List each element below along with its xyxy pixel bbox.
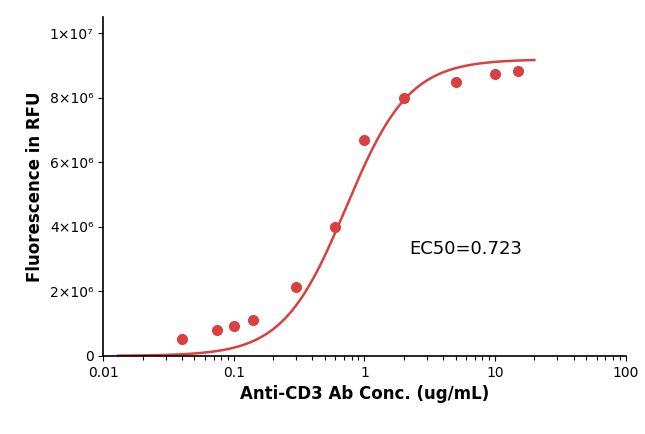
Y-axis label: Fluorescence in RFU: Fluorescence in RFU <box>26 92 44 282</box>
Text: EC50=0.723: EC50=0.723 <box>409 240 522 259</box>
X-axis label: Anti-CD3 Ab Conc. (ug/mL): Anti-CD3 Ab Conc. (ug/mL) <box>240 385 489 403</box>
